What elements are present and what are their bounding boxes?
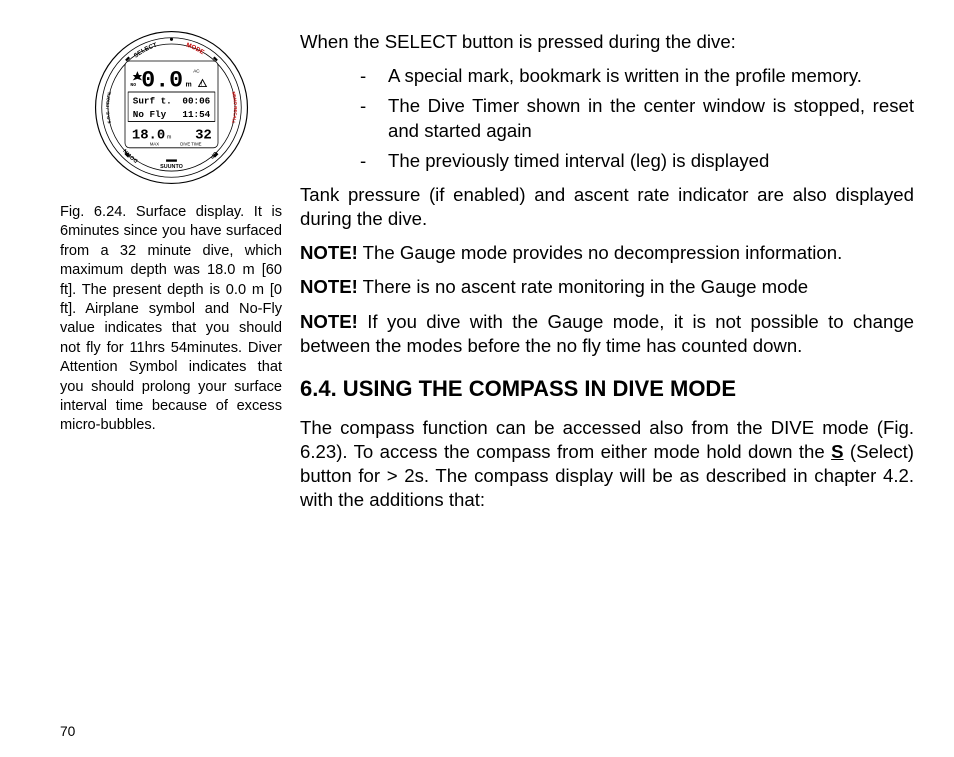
- lcd-depth-unit: m: [185, 82, 191, 89]
- note-1: NOTE! The Gauge mode provides no decompr…: [300, 241, 914, 265]
- page-number: 70: [60, 724, 75, 739]
- note-2: NOTE! There is no ascent rate monitoring…: [300, 275, 914, 299]
- list-item: The previously timed interval (leg) is d…: [360, 149, 914, 173]
- compass-text: The compass function can be accessed als…: [300, 416, 914, 513]
- note-label: NOTE!: [300, 242, 358, 263]
- note-3: NOTE! If you dive with the Gauge mode, i…: [300, 310, 914, 358]
- note-label: NOTE!: [300, 311, 358, 332]
- figure-caption: Fig. 6.24. Surface display. It is 6minut…: [60, 203, 282, 436]
- lcd-nofly-label: No Fly: [132, 109, 166, 120]
- lcd-ac-label: AC: [193, 69, 200, 74]
- lcd-max-depth-unit: m: [166, 135, 171, 141]
- compass-pre: The compass function can be accessed als…: [300, 417, 914, 462]
- note-2-text: There is no ascent rate monitoring in th…: [358, 276, 808, 297]
- note-3-text: If you dive with the Gauge mode, it is n…: [300, 311, 914, 356]
- note-label: NOTE!: [300, 276, 358, 297]
- lcd-surft-value: 00:06: [182, 96, 210, 107]
- lcd-depth-value: 0.0: [141, 68, 183, 94]
- lcd-surft-label: Surf t.: [132, 96, 171, 107]
- tank-text: Tank pressure (if enabled) and ascent ra…: [300, 183, 914, 231]
- section-heading: 6.4. USING THE COMPASS IN DIVE MODE: [300, 376, 914, 402]
- lcd-divetime-label: DIVE TIME: [180, 141, 201, 146]
- surface-display-figure: SELECT MODE S.O.S. / PROFILE MEMO RECALL…: [94, 30, 249, 185]
- lcd-no-label: NO: [130, 82, 136, 88]
- brand-label: SUUNTO: [160, 164, 183, 170]
- bullet-list: A special mark, bookmark is written in t…: [300, 64, 914, 173]
- list-item: The Dive Timer shown in the center windo…: [360, 94, 914, 142]
- list-item: A special mark, bookmark is written in t…: [360, 64, 914, 88]
- intro-text: When the SELECT button is pressed during…: [300, 30, 914, 54]
- lcd-nofly-value: 11:54: [182, 109, 210, 120]
- note-1-text: The Gauge mode provides no decompression…: [358, 242, 842, 263]
- lcd-max-label: MAX: [149, 141, 158, 146]
- select-key: S: [831, 441, 843, 462]
- lcd-max-depth: 18.0: [131, 128, 164, 144]
